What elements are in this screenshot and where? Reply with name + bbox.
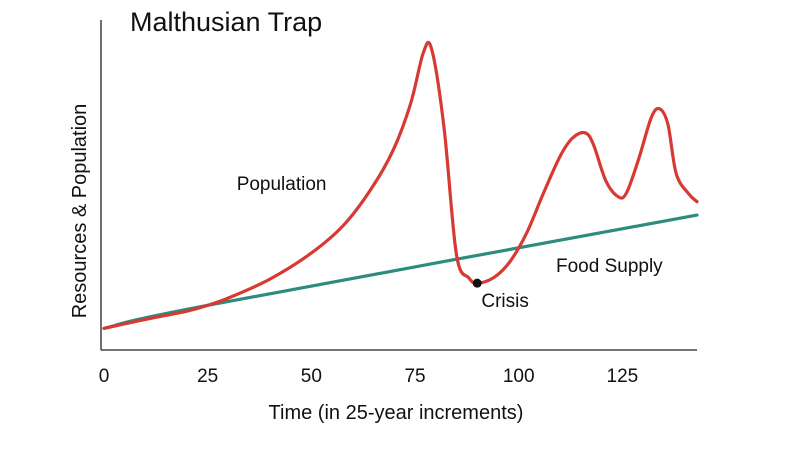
x-tick-label: 25 bbox=[197, 366, 218, 387]
x-tick-labels: 0 25 50 75 100 125 bbox=[99, 366, 638, 387]
annotations: Population Crisis Food Supply bbox=[237, 174, 663, 312]
x-tick-label: 0 bbox=[99, 366, 110, 387]
chart-title: Malthusian Trap bbox=[130, 7, 322, 37]
annotation-crisis: Crisis bbox=[481, 291, 529, 312]
population-line bbox=[102, 40, 699, 330]
annotation-food-supply: Food Supply bbox=[556, 256, 663, 277]
annotation-population: Population bbox=[237, 174, 327, 195]
x-axis-title: Time (in 25-year increments) bbox=[269, 402, 524, 424]
x-tick-label: 50 bbox=[301, 366, 322, 387]
x-tick-label: 125 bbox=[607, 366, 639, 387]
x-tick-label: 100 bbox=[503, 366, 535, 387]
crisis-point-marker bbox=[472, 278, 482, 288]
y-axis-title: Resources & Population bbox=[69, 104, 91, 319]
x-tick-label: 75 bbox=[404, 366, 425, 387]
series-lines bbox=[102, 40, 699, 330]
